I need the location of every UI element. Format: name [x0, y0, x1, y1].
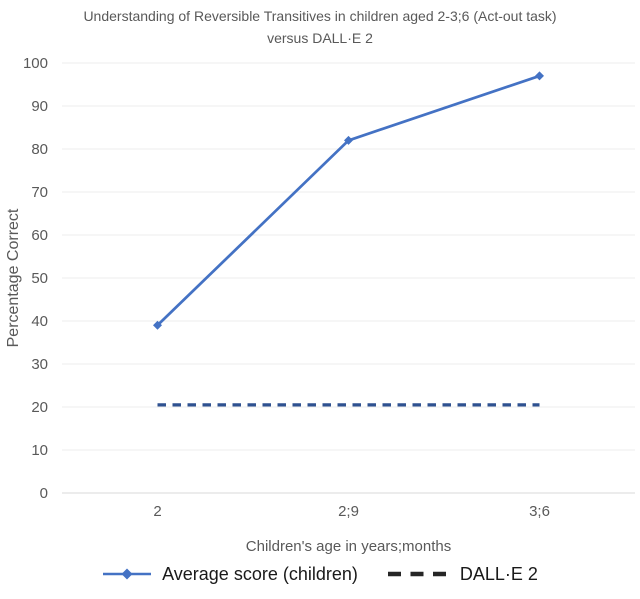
x-tick-label: 2 — [153, 503, 161, 520]
legend-label-dalle: DALL·E 2 — [459, 563, 538, 584]
y-tick-label: 80 — [31, 141, 48, 158]
x-axis-title: Children's age in years;months — [245, 538, 452, 555]
y-tick-label: 10 — [31, 442, 48, 459]
y-tick-label: 20 — [31, 399, 48, 416]
legend-label-children: Average score (children) — [162, 563, 358, 584]
data-point-marker — [153, 320, 162, 330]
y-tick-label: 60 — [31, 227, 48, 244]
y-tick-label: 100 — [23, 55, 48, 72]
line-marker-icon — [103, 568, 152, 580]
x-tick-label: 3;6 — [529, 503, 550, 520]
chart-title: Understanding of Reversible Transitives … — [83, 8, 557, 46]
data-point-marker — [535, 71, 544, 81]
legend-diamond-marker — [121, 568, 133, 580]
data-point-marker — [344, 135, 353, 145]
y-tick-label: 30 — [31, 356, 48, 373]
y-tick-label: 0 — [40, 485, 48, 502]
legend-item-children: Average score (children) — [102, 564, 358, 585]
x-tick-label: 2;9 — [338, 503, 359, 520]
dashed-line-icon — [387, 571, 450, 577]
y-axis-title: Percentage Correct — [5, 208, 22, 348]
chart-legend: Average score (children) DALL·E 2 — [0, 557, 640, 591]
y-tick-label: 70 — [31, 184, 48, 201]
legend-item-dalle: DALL·E 2 — [387, 563, 538, 585]
series-line-solid — [156, 74, 540, 327]
y-tick-label: 90 — [31, 98, 48, 115]
y-tick-label: 50 — [31, 270, 48, 287]
y-tick-label: 40 — [31, 313, 48, 330]
